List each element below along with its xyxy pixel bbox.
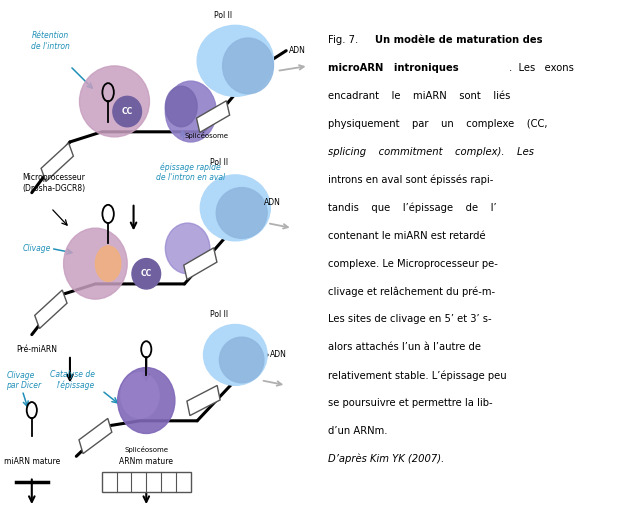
Text: CC: CC [121,107,133,116]
Text: alors attachés l’un à l’autre de: alors attachés l’un à l’autre de [328,342,483,352]
Ellipse shape [64,228,127,299]
Text: contenant le miARN est retardé: contenant le miARN est retardé [328,231,488,241]
Ellipse shape [121,373,159,418]
Text: relativement stable. L’épissage peu: relativement stable. L’épissage peu [328,370,506,381]
Text: CC: CC [141,269,152,278]
Polygon shape [184,248,217,279]
Text: Les sites de clivage en 5’ et 3’ s‐: Les sites de clivage en 5’ et 3’ s‐ [328,314,491,324]
Polygon shape [41,143,73,182]
Text: Pol II: Pol II [214,11,232,20]
Ellipse shape [223,38,273,94]
Text: Pré-miARN: Pré-miARN [16,345,57,354]
Text: Clivage
par Dicer: Clivage par Dicer [6,371,41,390]
Polygon shape [187,385,220,416]
Text: .  Les   exons: . Les exons [509,63,574,74]
Ellipse shape [204,324,267,385]
Text: Un modèle de maturation des: Un modèle de maturation des [375,35,543,46]
Ellipse shape [165,223,210,274]
Text: clivage et relâchement du pré-m‐: clivage et relâchement du pré-m‐ [328,286,495,297]
Text: d’un ARNm.: d’un ARNm. [328,426,387,436]
Ellipse shape [80,66,149,137]
Polygon shape [35,290,67,329]
Ellipse shape [165,81,216,142]
Ellipse shape [200,175,270,241]
Text: tandis    que    l’épissage    de    l’: tandis que l’épissage de l’ [328,203,496,213]
Ellipse shape [197,25,273,96]
Text: Rétention
de l'intron: Rétention de l'intron [31,31,71,51]
Polygon shape [197,101,230,132]
Polygon shape [79,418,112,454]
Text: se poursuivre et permettre la lib‐: se poursuivre et permettre la lib‐ [328,398,492,408]
Ellipse shape [216,188,267,238]
Ellipse shape [113,96,141,127]
Ellipse shape [118,368,175,433]
Text: microARN   introniques: microARN introniques [328,63,458,74]
Text: introns en aval sont épissés rapi‐: introns en aval sont épissés rapi‐ [328,175,493,186]
Ellipse shape [165,86,197,127]
Ellipse shape [132,259,161,289]
Text: ARNm mature: ARNm mature [120,457,173,466]
Ellipse shape [95,246,121,281]
Text: Pol II: Pol II [211,310,228,319]
Text: ADN: ADN [289,46,307,55]
Text: D’après Kim YK (2007).: D’après Kim YK (2007). [328,454,444,464]
Text: Catalyse de
l'épissage: Catalyse de l'épissage [50,370,95,390]
Text: splicing    commitment    complex).    Les: splicing commitment complex). Les [328,147,534,157]
Ellipse shape [219,337,264,383]
Text: physiquement    par    un    complexe    (CC,: physiquement par un complexe (CC, [328,119,547,129]
Text: ADN: ADN [264,198,281,207]
Text: Fig. 7.: Fig. 7. [328,35,361,46]
Text: miARN mature: miARN mature [4,457,60,466]
Text: ADN: ADN [270,350,287,359]
Text: complexe. Le Microprocesseur pe‐: complexe. Le Microprocesseur pe‐ [328,259,497,269]
Bar [102,472,191,492]
Text: Pol II: Pol II [211,158,228,167]
Text: Clivage: Clivage [22,244,51,253]
Text: Microprocesseur
(Drosha-DGCR8): Microprocesseur (Drosha-DGCR8) [22,173,85,193]
Text: Splicéosome: Splicéosome [184,132,229,139]
Text: épissage rapide
de l'intron en aval: épissage rapide de l'intron en aval [156,162,225,182]
Text: encadrant    le    miARN    sont    liés: encadrant le miARN sont liés [328,91,510,101]
Text: Splicéosome: Splicéosome [124,446,169,453]
